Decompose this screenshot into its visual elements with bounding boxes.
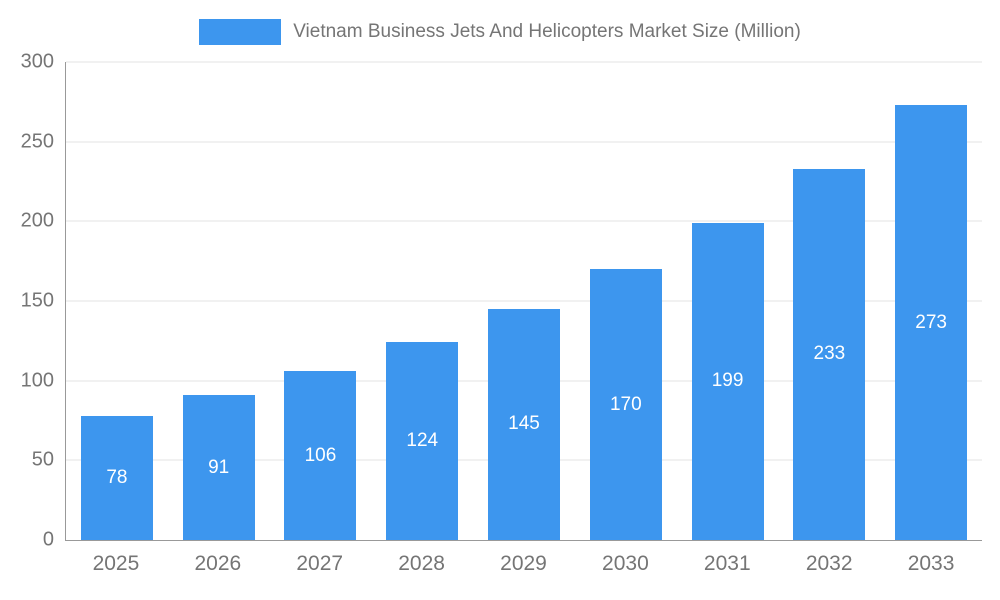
bar-slot: 199: [677, 62, 779, 540]
bar-2026: 91: [182, 395, 255, 540]
bars-container: 78 91 106 124 145 170 199 233 273: [66, 62, 982, 540]
bar-2028: 124: [386, 342, 459, 540]
x-tick-label: 2031: [703, 552, 751, 575]
bar-2027: 106: [284, 371, 357, 540]
y-tick-label: 250: [20, 130, 54, 153]
y-tick-label: 100: [20, 369, 54, 392]
bar-2025: 78: [80, 415, 153, 540]
x-tick-label: 2025: [92, 552, 140, 575]
bar-2033: 273: [895, 105, 968, 540]
bar-2031: 199: [691, 222, 764, 540]
y-tick-label: 300: [20, 50, 54, 73]
bar-slot: 170: [575, 62, 677, 540]
bar-slot: 78: [66, 62, 168, 540]
bar-value-label: 78: [106, 466, 128, 488]
bar-value-label: 233: [813, 343, 846, 365]
bar-value-label: 170: [609, 393, 642, 415]
gridline: [66, 141, 982, 143]
x-tick-label: 2027: [296, 552, 344, 575]
bar-2032: 233: [793, 168, 866, 540]
bar-slot: 91: [168, 62, 270, 540]
bar-value-label: 145: [508, 413, 540, 435]
y-tick-label: 200: [20, 209, 54, 232]
x-tick-label: 2029: [500, 552, 547, 575]
bar-value-label: 199: [711, 370, 744, 392]
y-tick-label: 0: [42, 528, 54, 551]
bar-value-label: 106: [304, 444, 337, 466]
bar-2030: 170: [589, 269, 662, 540]
y-tick-label: 150: [20, 289, 54, 312]
bar-slot: 145: [473, 62, 575, 540]
x-tick-label: 2026: [194, 552, 242, 575]
bar-slot: 273: [880, 62, 982, 540]
x-axis: 2025 2026 2027 2028 2029 2030 2031 2032 2033: [65, 552, 982, 576]
bar-2029: 145: [488, 308, 561, 540]
x-tick-label: 2030: [602, 552, 649, 575]
y-tick-label: 50: [31, 448, 54, 471]
plot-area: 78 91 106 124 145 170 199 233 273 0 50 100 150 200 25…: [21, 51, 982, 551]
x-tick-label: 2033: [907, 552, 955, 575]
chart-legend: Vietnam Business Jets And Helicopters Ma…: [0, 0, 1000, 46]
x-tick-label: 2028: [398, 552, 445, 575]
chart-title: Vietnam Business Jets And Helicopters Ma…: [293, 21, 801, 42]
gridline: [66, 61, 982, 63]
bar-value-label: 91: [208, 456, 230, 478]
bar-slot: 106: [270, 62, 372, 540]
gridline: [66, 300, 982, 302]
bar-value-label: 273: [915, 311, 947, 333]
gridline: [66, 220, 982, 222]
bar-value-label: 124: [406, 430, 439, 452]
bar-slot: 233: [778, 62, 880, 540]
bar-slot: 124: [371, 62, 473, 540]
legend-swatch-icon: [199, 19, 282, 45]
x-tick-label: 2032: [805, 552, 853, 575]
